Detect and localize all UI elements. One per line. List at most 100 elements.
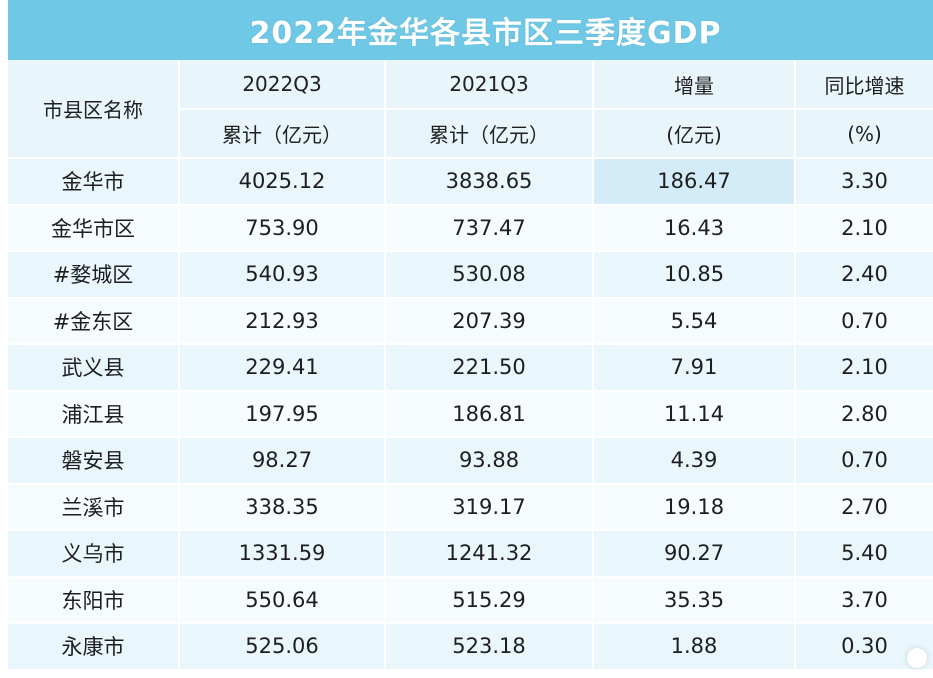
- region-name: 金华市区: [51, 216, 135, 241]
- increase-value: 90.27: [663, 541, 725, 566]
- column-divider: [178, 624, 180, 669]
- column-divider: [592, 531, 594, 576]
- q3-2022-value: 550.64: [245, 587, 319, 612]
- header-growth-unit: (%): [847, 121, 882, 146]
- column-divider: [178, 577, 180, 622]
- column-divider: [794, 391, 796, 436]
- column-divider: [592, 438, 594, 483]
- q3-2021-value: 319.17: [452, 494, 526, 519]
- q3-2022-value: 212.93: [245, 308, 319, 333]
- column-divider: [384, 484, 386, 529]
- increase-value: 35.35: [663, 587, 725, 612]
- q3-2021-value: 515.29: [452, 587, 526, 612]
- column-divider: [384, 438, 386, 483]
- growth-value: 2.40: [841, 262, 888, 287]
- table-header: 市县区名称 2022Q3 累计（亿元） 2021Q3 累计（亿元） 增量 (亿元…: [8, 60, 933, 157]
- table-row: 金华市 4025.12 3838.65 186.47 3.30: [8, 157, 933, 204]
- column-divider: [178, 205, 180, 250]
- q3-2021-value: 221.50: [452, 355, 526, 380]
- header-increase: 增量: [674, 73, 714, 98]
- header-2022q3-unit: 累计（亿元）: [222, 123, 342, 147]
- column-divider: [592, 624, 594, 669]
- column-divider: [384, 159, 386, 204]
- column-divider: [794, 484, 796, 529]
- q3-2021-value: 207.39: [452, 308, 526, 333]
- header-2022q3: 2022Q3: [242, 72, 322, 96]
- column-divider: [178, 484, 180, 529]
- table-row: #金东区 212.93 207.39 5.54 0.70: [8, 296, 933, 343]
- increase-value: 16.43: [663, 215, 725, 240]
- region-name: 永康市: [61, 635, 125, 660]
- region-name: #婺城区: [52, 263, 134, 288]
- header-2021q3: 2021Q3: [449, 72, 529, 96]
- column-divider: [794, 298, 796, 343]
- increase-value: 10.85: [663, 262, 725, 287]
- table-row: 兰溪市 338.35 319.17 19.18 2.70: [8, 482, 933, 529]
- q3-2022-value: 338.35: [245, 494, 319, 519]
- column-divider: [794, 531, 796, 576]
- growth-value: 2.80: [841, 401, 888, 426]
- increase-value: 4.39: [670, 448, 718, 473]
- column-divider: [794, 159, 796, 204]
- region-name: 磐安县: [61, 449, 125, 474]
- q3-2021-value: 737.47: [452, 215, 526, 240]
- increase-value: 1.88: [670, 634, 718, 659]
- column-divider: [794, 438, 796, 483]
- header-increase-unit: (亿元): [666, 123, 722, 147]
- column-divider: [178, 252, 180, 297]
- region-name: 东阳市: [61, 588, 125, 613]
- column-divider: [592, 159, 594, 204]
- column-divider: [794, 577, 796, 622]
- column-divider: [592, 391, 594, 436]
- table-row: #婺城区 540.93 530.08 10.85 2.40: [8, 250, 933, 297]
- growth-value: 3.70: [841, 587, 888, 612]
- column-divider: [592, 205, 594, 250]
- q3-2022-value: 540.93: [245, 262, 319, 287]
- region-name: 浦江县: [61, 402, 125, 427]
- column-divider: [384, 345, 386, 390]
- growth-value: 3.30: [841, 169, 888, 194]
- table-row: 金华市区 753.90 737.47 16.43 2.10: [8, 203, 933, 250]
- column-divider: [384, 205, 386, 250]
- q3-2022-value: 1331.59: [238, 541, 326, 566]
- region-name: 金华市: [61, 170, 125, 195]
- q3-2022-value: 98.27: [251, 448, 313, 473]
- column-divider: [384, 391, 386, 436]
- q3-2022-value: 525.06: [245, 634, 319, 659]
- column-divider: [178, 438, 180, 483]
- column-divider: [178, 298, 180, 343]
- q3-2021-value: 523.18: [452, 634, 526, 659]
- q3-2021-value: 530.08: [452, 262, 526, 287]
- header-split-line: [180, 108, 933, 110]
- title-bar: 2022年金华各县市区三季度GDP: [8, 0, 933, 60]
- region-name: #金东区: [52, 309, 134, 334]
- q3-2022-value: 229.41: [245, 355, 319, 380]
- q3-2021-value: 93.88: [458, 448, 520, 473]
- header-name-column: 市县区名称: [43, 98, 143, 122]
- column-divider: [384, 577, 386, 622]
- q3-2022-value: 4025.12: [238, 169, 326, 194]
- table-body: 金华市 4025.12 3838.65 186.47 3.30 金华市区 753.90 737…: [8, 157, 933, 669]
- header-2021q3-unit: 累计（亿元）: [429, 123, 549, 147]
- column-divider: [178, 531, 180, 576]
- table-row: 东阳市 550.64 515.29 35.35 3.70: [8, 575, 933, 622]
- q3-2021-value: 186.81: [452, 401, 526, 426]
- column-divider: [178, 159, 180, 204]
- column-divider: [592, 252, 594, 297]
- table-row: 磐安县 98.27 93.88 4.39 0.70: [8, 436, 933, 483]
- column-divider: [592, 577, 594, 622]
- growth-value: 2.70: [841, 494, 888, 519]
- table-row: 义乌市 1331.59 1241.32 90.27 5.40: [8, 529, 933, 576]
- increase-value: 19.18: [663, 494, 725, 519]
- column-divider: [794, 624, 796, 669]
- growth-value: 2.10: [841, 355, 888, 380]
- column-divider: [794, 205, 796, 250]
- table-row: 浦江县 197.95 186.81 11.14 2.80: [8, 389, 933, 436]
- column-divider: [384, 252, 386, 297]
- page-title: 2022年金华各县市区三季度GDP: [249, 16, 722, 51]
- q3-2022-value: 753.90: [245, 215, 319, 240]
- column-divider: [794, 345, 796, 390]
- q3-2022-value: 197.95: [245, 401, 319, 426]
- column-divider: [178, 391, 180, 436]
- growth-value: 0.70: [841, 308, 888, 333]
